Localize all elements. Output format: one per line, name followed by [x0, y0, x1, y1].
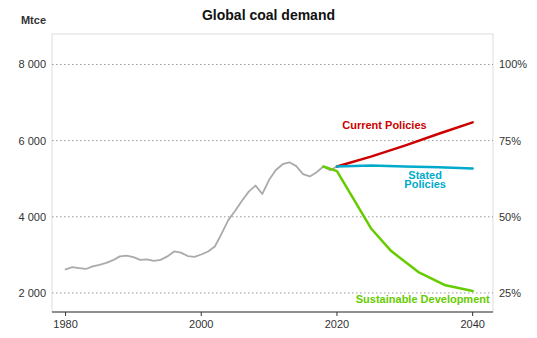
series-line	[323, 167, 472, 292]
series-group	[66, 122, 473, 291]
grid-line	[52, 64, 493, 65]
y2-tick-label: 25%	[499, 287, 521, 299]
x-tick	[65, 312, 66, 316]
grid-line	[52, 140, 493, 141]
title: Global coal demand	[202, 7, 335, 23]
series-line	[66, 162, 337, 269]
x-tick-label: 1980	[53, 318, 77, 330]
y-tick-label: 6 000	[18, 135, 46, 147]
chart: 2 000 4 000 6 000 8 000 25% 50% 75% 100% 1980 200…	[0, 0, 537, 338]
annotation: Sustainable Development	[356, 293, 490, 305]
y2-tick-label: 50%	[499, 211, 521, 223]
y-tick-label: 2 000	[18, 287, 46, 299]
y-tick-label: 4 000	[18, 211, 46, 223]
x-tick	[201, 312, 202, 316]
x-tick	[472, 312, 473, 316]
x-tick-label: 2000	[189, 318, 213, 330]
x-tick	[336, 312, 337, 316]
y-tick-label: 8 000	[18, 58, 46, 70]
x-tick-label: 2020	[325, 318, 349, 330]
grid	[52, 64, 493, 292]
plot-frame	[52, 34, 493, 312]
series-line	[337, 165, 473, 168]
annotation: Policies	[404, 178, 446, 190]
x-tick-label: 2040	[460, 318, 484, 330]
y-axis-label: Mtce	[21, 14, 46, 26]
y2-tick-label: 100%	[499, 58, 527, 70]
axes: 2 000 4 000 6 000 8 000 25% 50% 75% 100% 1980 200…	[18, 58, 527, 330]
x-axis-line	[52, 312, 493, 313]
y2-tick-label: 75%	[499, 135, 521, 147]
grid-line	[52, 216, 493, 217]
annotation: Current Policies	[342, 119, 426, 131]
annotations: Current PoliciesStatedPoliciesSustainabl…	[342, 119, 490, 304]
